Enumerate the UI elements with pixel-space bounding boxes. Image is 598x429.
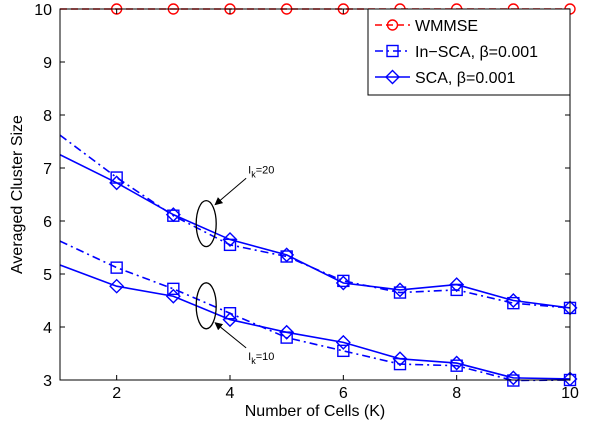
y-tick-label: 8 bbox=[43, 108, 52, 125]
annotation-arrow bbox=[214, 177, 247, 206]
series-sca-0-001-line-2 bbox=[60, 264, 571, 380]
annotation-label: Ik=20 bbox=[248, 164, 274, 179]
series-sca-0-001-point bbox=[335, 275, 351, 291]
y-axis-label: Averaged Cluster Size bbox=[9, 115, 26, 274]
series-sca-0-001-point bbox=[562, 371, 578, 387]
y-tick-label: 6 bbox=[43, 214, 52, 231]
y-tick-label: 7 bbox=[43, 161, 52, 178]
series-in-sca-0-001-point bbox=[507, 296, 520, 310]
series-sca-0-001-point bbox=[109, 278, 125, 294]
series-in-sca-0-001-point bbox=[507, 374, 520, 387]
series-sca-0-001-line-1 bbox=[60, 154, 571, 309]
x-tick-label: 6 bbox=[339, 385, 348, 402]
y-tick-label: 10 bbox=[34, 2, 52, 19]
series-sca-0-001-point bbox=[449, 355, 465, 371]
series-sca-0-001-point bbox=[505, 370, 521, 386]
x-tick-label: 8 bbox=[452, 385, 461, 402]
annotation-ellipse bbox=[195, 282, 217, 330]
annotation-ellipse bbox=[195, 199, 217, 248]
x-tick-label: 10 bbox=[561, 385, 579, 402]
legend-label-sca-0-001: SCA, β=0.001 bbox=[415, 70, 515, 87]
legend-label-in-sca-0-001: In−SCA, β=0.001 bbox=[415, 44, 538, 61]
x-tick-label: 2 bbox=[112, 385, 121, 402]
series-sca-0-001-point bbox=[335, 334, 351, 350]
legend-label-wmmse: WMMSE bbox=[415, 18, 478, 35]
y-tick-label: 4 bbox=[43, 320, 52, 337]
axes: 2 4 6 8 10 3 4 5 6 7 8 9 10 bbox=[34, 2, 579, 402]
annotation-arrow bbox=[214, 322, 247, 349]
y-tick-label: 9 bbox=[43, 55, 52, 72]
y-tick-label: 3 bbox=[43, 373, 52, 390]
series-sca-0-001-point bbox=[392, 351, 408, 367]
legend-marker-wmmse bbox=[386, 19, 399, 31]
series-in-sca-0-001-point bbox=[450, 359, 463, 372]
series-in-sca-0-001-point bbox=[110, 261, 123, 274]
series-sca-0-001-point bbox=[222, 232, 238, 248]
legend-box bbox=[367, 8, 571, 96]
series-in-sca-0-001-line-2 bbox=[60, 240, 571, 382]
series-sca-0-001-point bbox=[165, 207, 181, 223]
series-sca-0-001-point bbox=[505, 293, 521, 308]
series-sca-0-001-point bbox=[109, 175, 125, 191]
series-in-sca-0-001 bbox=[60, 134, 577, 387]
series-in-sca-0-001-point bbox=[393, 286, 407, 299]
series-sca-0-001-point bbox=[449, 277, 465, 293]
series-in-sca-0-001-point bbox=[167, 282, 180, 296]
annotation-label: Ik=10 bbox=[248, 351, 274, 366]
series-in-sca-0-001-line-1 bbox=[60, 134, 571, 309]
series-sca-0-001-point bbox=[279, 324, 295, 340]
legend-marker-sca-0-001 bbox=[385, 69, 400, 85]
x-axis-label: Number of Cells (K) bbox=[245, 403, 385, 420]
series-sca-0-001-point bbox=[392, 282, 408, 298]
legend-marker-in-sca-0-001 bbox=[386, 44, 399, 58]
series-sca-0-001-point bbox=[165, 288, 181, 304]
series-sca-0-001-point bbox=[279, 247, 295, 263]
annotations: Ik=20 Ik=10 bbox=[195, 164, 274, 366]
plot-frame bbox=[59, 8, 571, 381]
x-tick-label: 4 bbox=[226, 385, 235, 402]
y-tick-label: 5 bbox=[43, 267, 52, 284]
series-in-sca-0-001-point bbox=[337, 344, 350, 358]
series-sca-0-001 bbox=[60, 154, 578, 387]
series-sca-0-001-point bbox=[222, 312, 238, 328]
legend: WMMSE In−SCA, β=0.001 SCA, β=0.001 bbox=[367, 8, 571, 96]
